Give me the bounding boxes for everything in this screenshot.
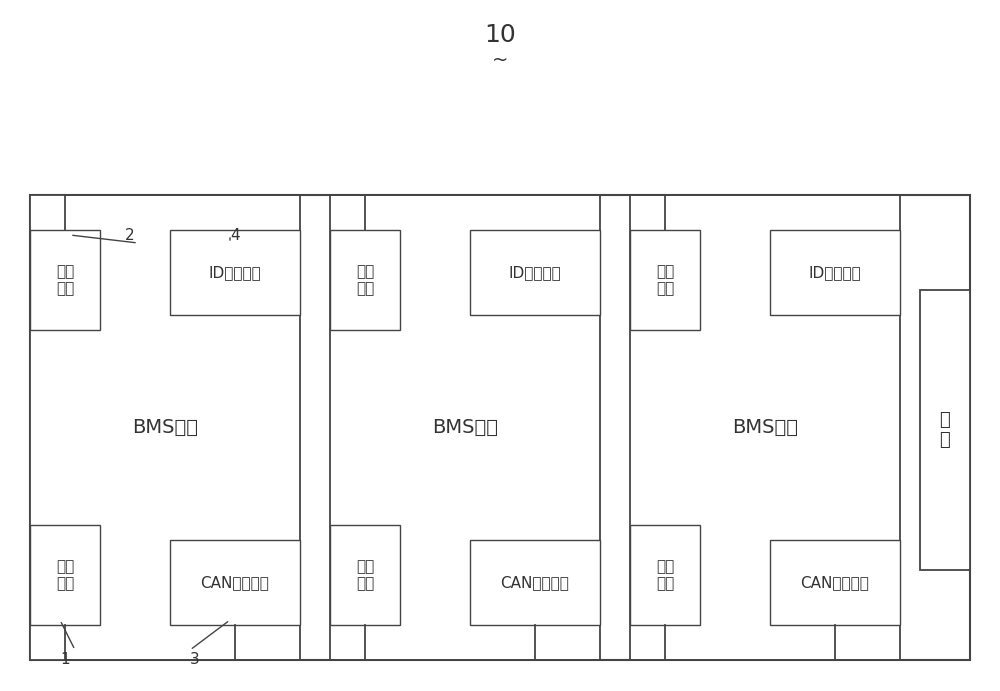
Bar: [470, 540, 600, 625]
Text: 正极
输出: 正极 输出: [356, 264, 374, 296]
Bar: [170, 230, 300, 315]
Text: ID设定单元: ID设定单元: [509, 265, 561, 280]
Text: BMS模块: BMS模块: [132, 418, 198, 437]
Text: 负极
输出: 负极 输出: [56, 559, 74, 591]
Bar: [630, 525, 700, 625]
Bar: [770, 540, 900, 625]
Text: 3: 3: [190, 652, 200, 668]
Text: CAN通讯单元: CAN通讯单元: [201, 575, 269, 590]
Bar: [630, 195, 900, 660]
Text: 正极
输出: 正极 输出: [56, 264, 74, 296]
Bar: [330, 230, 400, 330]
Bar: [330, 195, 600, 660]
Bar: [30, 230, 100, 330]
Text: BMS模块: BMS模块: [432, 418, 498, 437]
Text: 1: 1: [60, 652, 70, 668]
Bar: [30, 195, 970, 660]
Bar: [470, 230, 600, 315]
Text: ID设定单元: ID设定单元: [809, 265, 861, 280]
Text: 负
载: 负 载: [940, 410, 950, 449]
Text: 2: 2: [125, 227, 135, 243]
Text: 4: 4: [230, 227, 240, 243]
Bar: [330, 525, 400, 625]
Text: BMS模块: BMS模块: [732, 418, 798, 437]
Bar: [30, 195, 300, 660]
Text: 负极
输出: 负极 输出: [356, 559, 374, 591]
Text: 正极
输出: 正极 输出: [656, 264, 674, 296]
Text: 负极
输出: 负极 输出: [656, 559, 674, 591]
Bar: [630, 230, 700, 330]
Bar: [770, 230, 900, 315]
Text: CAN通讯单元: CAN通讯单元: [501, 575, 569, 590]
Bar: [920, 290, 970, 570]
Text: CAN通讯单元: CAN通讯单元: [801, 575, 869, 590]
Bar: [30, 525, 100, 625]
Text: 10: 10: [484, 23, 516, 47]
Text: ID设定单元: ID设定单元: [209, 265, 261, 280]
Bar: [170, 540, 300, 625]
Text: ~: ~: [492, 50, 508, 70]
